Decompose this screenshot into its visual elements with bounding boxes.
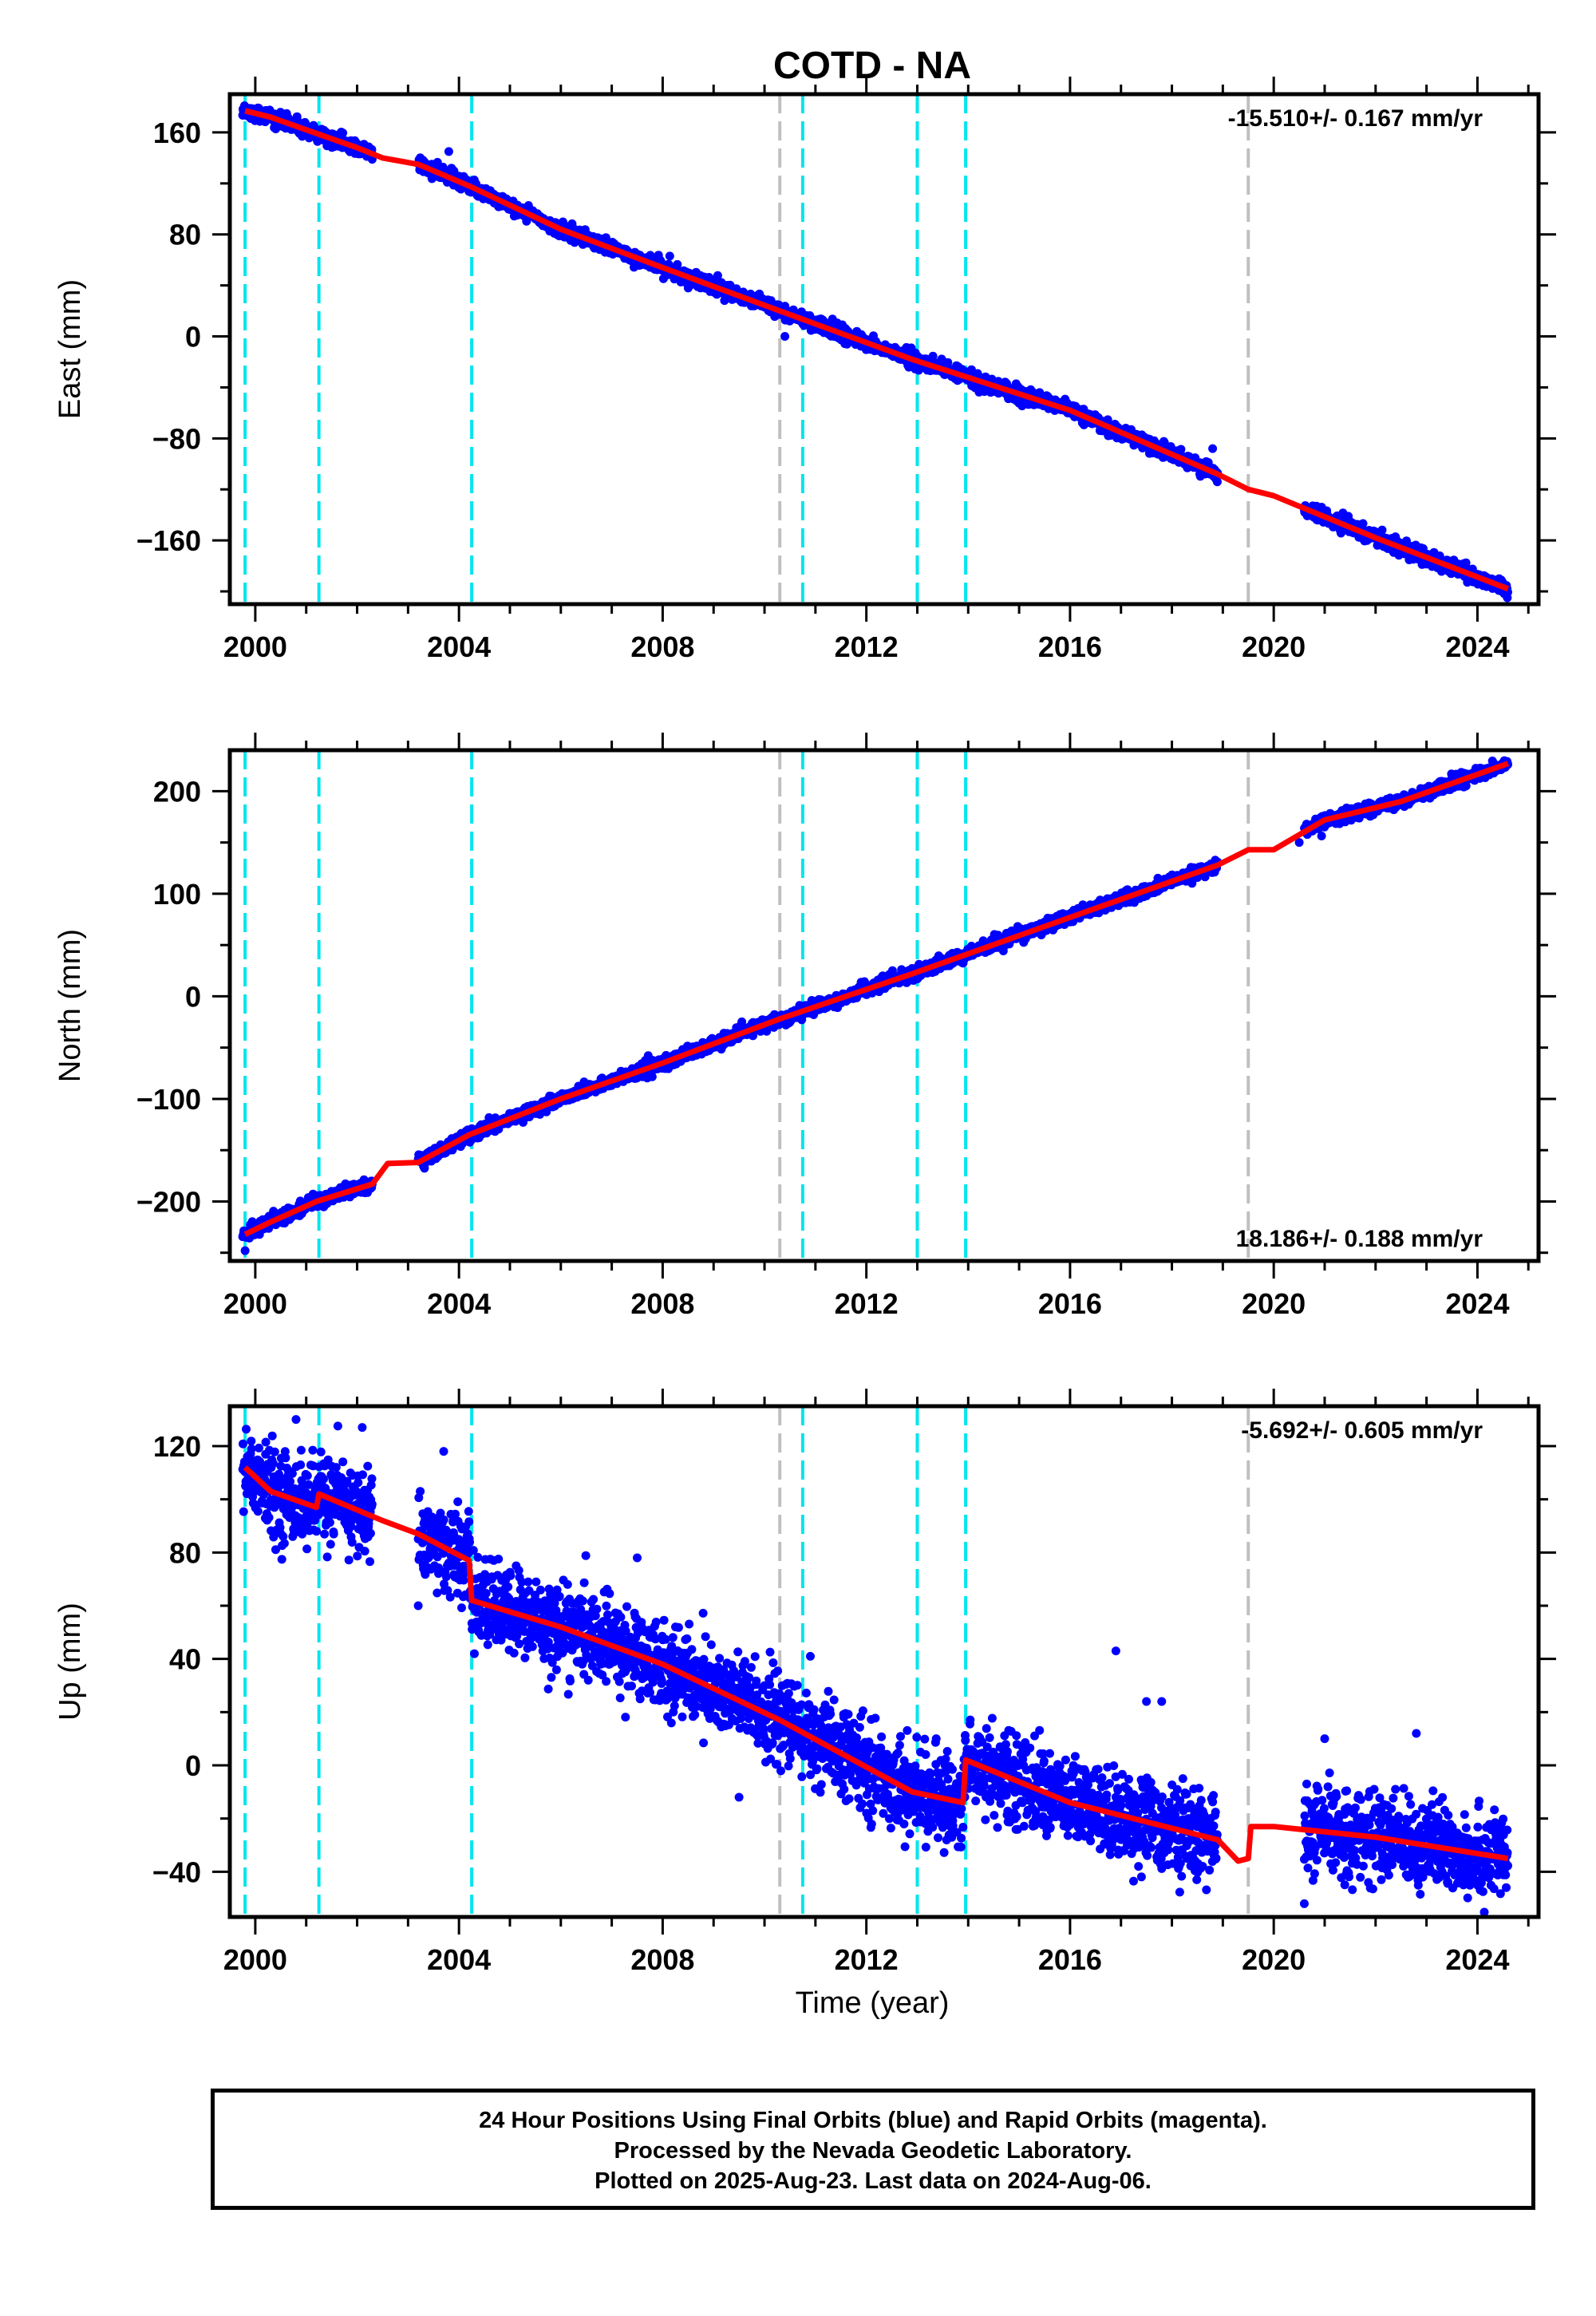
y-tick-label: 0 xyxy=(185,321,201,354)
chart-title: COTD - NA xyxy=(773,45,971,87)
data-point xyxy=(647,1072,657,1081)
data-point-outlier xyxy=(1208,444,1218,453)
panel-north: 2000 2004 2008 2012 2016 2020 20242001000−100−… xyxy=(53,733,1556,1320)
data-point xyxy=(1212,477,1222,487)
plot-frame xyxy=(227,92,1541,607)
data-point-outlier xyxy=(444,147,453,156)
data-point xyxy=(1358,519,1368,528)
y-tick-label: 160 xyxy=(153,117,201,149)
model-line xyxy=(244,108,1509,592)
y-tick-label: −80 xyxy=(152,422,201,455)
x-tick-label: 2008 xyxy=(630,630,694,663)
x-tick-label: 2000 xyxy=(223,630,287,663)
x-tick-label: 2016 xyxy=(1038,630,1102,663)
data-point xyxy=(1176,445,1186,454)
data-point xyxy=(928,351,938,361)
data-point xyxy=(1461,558,1471,567)
y-tick-label: 80 xyxy=(169,219,201,251)
x-tick-label: 2004 xyxy=(427,630,491,663)
panel-east: 2000 2004 2008 2012 2016 2020 2024 160 80 0 −80 −16… xyxy=(53,77,1556,663)
y-tick-label: −160 xyxy=(136,524,201,557)
plot-area xyxy=(238,750,1512,1261)
data-point-outlier xyxy=(780,332,790,342)
rate-label: -15.510+/- 0.167 mm/yr xyxy=(1228,105,1483,132)
x-tick-label: 2012 xyxy=(835,630,899,663)
x-tick-label: 2024 xyxy=(1445,630,1509,663)
data-point xyxy=(713,271,722,280)
data-point xyxy=(1377,525,1387,535)
x-tick-label: 2020 xyxy=(1242,630,1306,663)
data-point xyxy=(338,128,348,138)
y-axis-label: East (mm) xyxy=(53,279,87,419)
data-point xyxy=(665,251,674,261)
plot-area xyxy=(238,94,1512,604)
